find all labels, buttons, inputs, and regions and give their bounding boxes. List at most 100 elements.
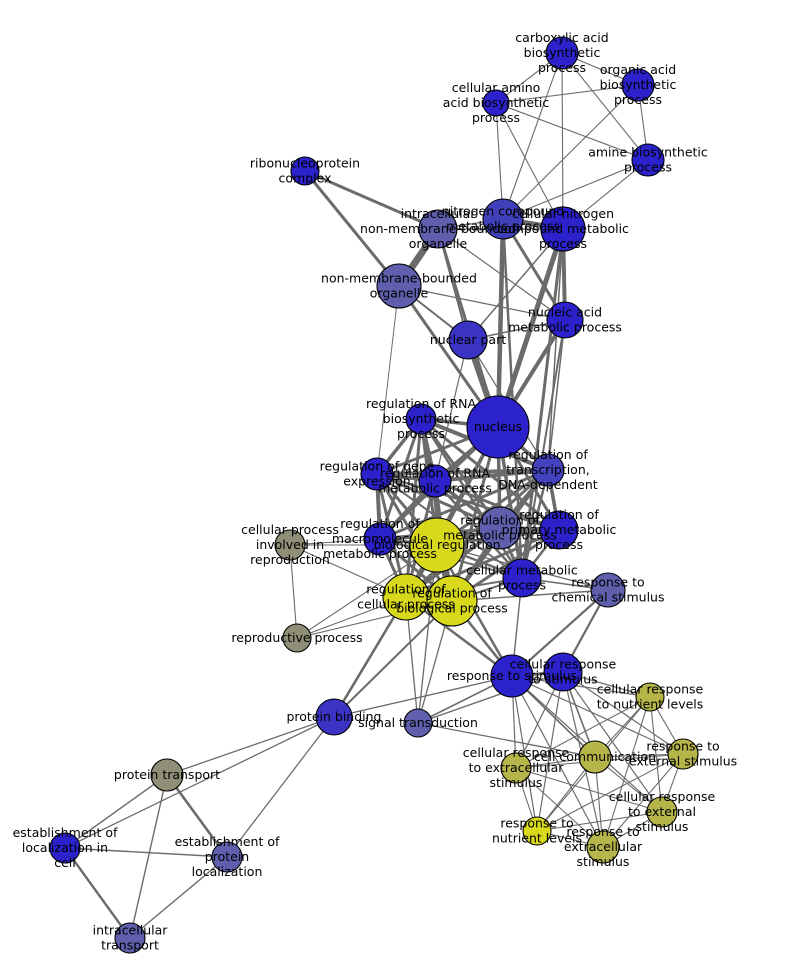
graph-node-cell_communication[interactable] — [578, 740, 612, 774]
graph-edge — [64, 847, 228, 858]
graph-node-regulation_of_macromolecule_metabolic_process[interactable] — [363, 522, 397, 556]
graph-node-label-regulation_of_cellular_process: regulation of cellular process — [357, 581, 455, 611]
graph-node-response_to_nutrient_levels[interactable] — [522, 816, 552, 846]
graph-node-label-regulation_of_transcription_dna_dependent: regulation of transcription, DNA-dependent — [498, 447, 597, 492]
graph-node-label-regulation_of_biological_process: regulation of biological process — [396, 585, 508, 615]
graph-node-carboxylic_acid_biosynthetic_process[interactable] — [545, 36, 579, 70]
graph-node-non_membrane_bounded_organelle[interactable] — [376, 263, 422, 309]
graph-edge — [434, 339, 469, 482]
graph-node-label-nucleus: nucleus — [474, 419, 522, 434]
graph-node-cellular_process_involved_in_reproduction[interactable] — [274, 529, 306, 561]
graph-node-reproductive_process[interactable] — [282, 623, 312, 653]
graph-edge — [511, 675, 651, 698]
graph-node-label-cellular_response_to_extracellular_stimulus: cellular response to extracellular stimulu… — [463, 745, 570, 790]
graph-edge — [376, 285, 400, 475]
graph-node-label-cellular_nitrogen_compound_metabolic_process: cellular nitrogen compound metabolic proce… — [497, 206, 629, 251]
graph-edge — [536, 671, 564, 832]
graph-node-label-signal_transduction: signal transduction — [358, 715, 478, 730]
graph-node-regulation_of_gene_expression[interactable] — [360, 457, 394, 491]
graph-edge — [562, 671, 684, 755]
graph-node-label-cellular_response_to_external_stimulus: cellular response to external stimulus — [609, 789, 716, 834]
graph-edge — [502, 84, 639, 220]
graph-edge — [602, 696, 651, 848]
graph-node-regulation_of_metabolic_process[interactable] — [478, 506, 522, 550]
graph-node-label-regulation_of_gene_expression: regulation of gene expression — [320, 458, 435, 488]
graph-edge — [495, 218, 506, 428]
graph-node-regulation_of_rna_biosynthetic_process[interactable] — [405, 403, 437, 435]
graph-edge — [547, 228, 564, 471]
graph-node-nuclear_part[interactable] — [448, 320, 488, 360]
graph-node-cellular_response_to_external_stimulus[interactable] — [646, 796, 678, 828]
graph-edge — [511, 675, 604, 848]
graph-node-label-biological_regulation: biological regulation — [373, 537, 500, 552]
graph-edge — [417, 671, 564, 724]
graph-node-biological_regulation[interactable] — [409, 517, 465, 573]
graph-node-signal_transduction[interactable] — [403, 708, 433, 738]
graph-edge — [166, 716, 335, 776]
graph-node-label-intracellular_transport: intracellular transport — [93, 922, 169, 952]
graph-node-response_to_chemical_stimulus[interactable] — [590, 572, 626, 608]
graph-node-label-nuclear_part: nuclear part — [430, 332, 506, 347]
graph-node-cellular_nitrogen_compound_metabolic_process[interactable] — [540, 206, 586, 252]
graph-node-regulation_of_transcription_dna_dependent[interactable] — [531, 453, 565, 487]
graph-node-cellular_response_to_extracellular_stimulus[interactable] — [500, 752, 532, 784]
graph-edge — [129, 774, 168, 939]
graph-node-protein_binding[interactable] — [315, 698, 353, 736]
graph-node-regulation_of_rna_metabolic_process[interactable] — [418, 464, 452, 498]
graph-edge — [404, 418, 423, 598]
edge-layer — [64, 52, 684, 939]
graph-node-label-response_to_chemical_stimulus: response to chemical stimulus — [551, 574, 664, 604]
graph-node-cellular_response_to_stimulus[interactable] — [543, 652, 583, 692]
graph-node-label-cellular_metabolic_process: cellular metabolic process — [466, 562, 578, 592]
graph-edge — [64, 774, 168, 849]
graph-node-nitrogen_compound_metabolic_process[interactable] — [482, 198, 524, 240]
graph-node-nucleus[interactable] — [466, 395, 530, 459]
graph-node-establishment_of_localization_in_cell[interactable] — [49, 832, 81, 864]
graph-edge — [417, 544, 438, 724]
graph-node-cellular_amino_acid_biosynthetic_process[interactable] — [482, 89, 510, 117]
graph-node-establishment_of_protein_localization[interactable] — [211, 841, 243, 873]
graph-edge — [536, 811, 663, 832]
graph-node-protein_transport[interactable] — [150, 758, 184, 792]
graph-edge — [64, 847, 131, 939]
graph-node-label-cellular_process_involved_in_reproduction: cellular process involved in reproduction — [241, 522, 339, 567]
graph-node-response_to_external_stimulus[interactable] — [667, 738, 699, 770]
graph-node-cellular_metabolic_process[interactable] — [502, 558, 542, 598]
graph-edge — [495, 84, 639, 104]
graph-node-response_to_extracellular_stimulus[interactable] — [586, 830, 620, 864]
graph-node-label-protein_transport: protein transport — [114, 767, 220, 782]
graph-node-label-response_to_external_stimulus: response to external stimulus — [629, 738, 737, 768]
graph-node-ribonucleoprotein_complex[interactable] — [290, 156, 320, 186]
graph-node-regulation_of_biological_process[interactable] — [426, 575, 478, 627]
graph-edge — [303, 170, 401, 287]
graph-edge — [398, 285, 566, 321]
graph-edge — [434, 479, 560, 532]
graph-edge — [333, 675, 513, 718]
label-layer: carboxylic acid biosynthetic process organi… — [13, 30, 738, 953]
graph-edge — [226, 716, 335, 858]
graph-edge — [602, 753, 684, 848]
node-layer[interactable] — [49, 36, 699, 954]
graph-node-regulation_of_primary_metabolic_process[interactable] — [539, 510, 579, 550]
graph-edge — [333, 600, 453, 718]
graph-edge — [502, 159, 649, 220]
graph-node-organic_acid_biosynthetic_process[interactable] — [621, 68, 655, 102]
graph-node-response_to_stimulus[interactable] — [490, 654, 534, 698]
graph-node-intracellular_non_membrane_bounded_organelle[interactable] — [418, 209, 458, 249]
graph-node-label-nitrogen_compound_metabolic_process: nitrogen compound metabolic process — [442, 203, 564, 233]
graph-node-amine_biosynthetic_process[interactable] — [631, 143, 665, 177]
graph-edge — [495, 102, 564, 230]
graph-edge — [515, 767, 604, 848]
graph-node-nucleic_acid_metabolic_process[interactable] — [546, 301, 584, 339]
graph-node-label-non_membrane_bounded_organelle: non-membrane-bounded organelle — [321, 270, 477, 300]
graph-node-label-intracellular_non_membrane_bounded_organelle: intracellular non-membrane-bounded organel… — [360, 206, 516, 251]
graph-edge — [547, 319, 566, 471]
graph-node-cellular_response_to_nutrient_levels[interactable] — [635, 682, 665, 712]
graph-node-label-cellular_response_to_nutrient_levels: cellular response to nutrient levels — [597, 681, 704, 711]
graph-node-intracellular_transport[interactable] — [114, 922, 146, 954]
graph-edge — [495, 102, 649, 161]
graph-edge — [376, 472, 501, 530]
graph-edge — [129, 856, 228, 939]
